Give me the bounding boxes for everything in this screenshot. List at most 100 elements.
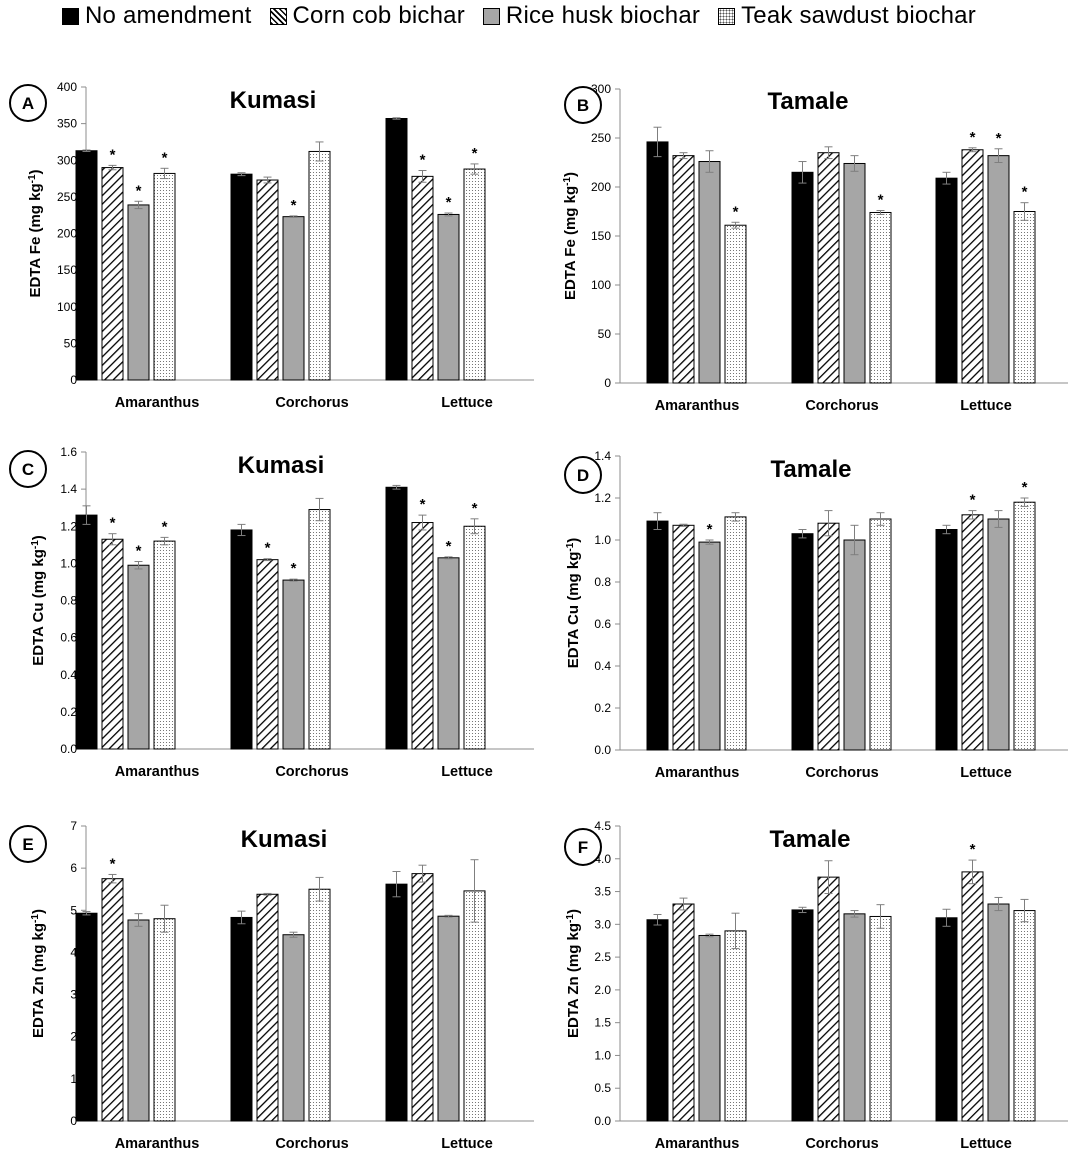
significance-mark: * — [420, 496, 426, 513]
y-axis-label: EDTA Cu (mg kg-1) — [565, 538, 583, 669]
significance-mark: * — [1022, 479, 1028, 496]
bar — [935, 529, 958, 751]
y-tick-label: 3.5 — [594, 885, 611, 899]
bar — [961, 149, 984, 384]
panel-letter-circle — [564, 828, 602, 866]
y-tick-label: 2.5 — [594, 950, 611, 964]
bar — [817, 522, 840, 751]
panel-letter-circle — [9, 84, 47, 122]
y-tick-label: 50 — [64, 336, 78, 350]
y-tick-label: 0.8 — [60, 594, 77, 608]
y-tick-label: 50 — [598, 327, 612, 341]
bar — [282, 579, 305, 750]
significance-mark: * — [420, 152, 426, 169]
bar — [230, 173, 253, 381]
y-tick-label: 0.4 — [60, 668, 77, 682]
x-category-label: Amaranthus — [115, 764, 200, 780]
bar — [127, 564, 150, 750]
bar — [672, 903, 695, 1122]
y-tick-label: 350 — [57, 117, 77, 131]
bar — [987, 903, 1010, 1122]
bar — [869, 518, 892, 751]
y-tick-label: 150 — [57, 263, 77, 277]
y-tick-label: 300 — [57, 153, 77, 167]
y-tick-label: 3.0 — [594, 917, 611, 931]
y-tick-label: 7 — [70, 819, 77, 833]
y-tick-label: 0.6 — [594, 617, 611, 631]
legend-swatch-hatch — [269, 7, 287, 25]
y-axis-label: EDTA Fe (mg kg-1) — [562, 172, 580, 300]
bar — [724, 930, 747, 1122]
bar — [961, 871, 984, 1122]
y-tick-label: 1.4 — [594, 449, 611, 463]
significance-mark: * — [162, 149, 168, 166]
y-axis-label-text: ) — [30, 535, 47, 540]
y-tick-label: 1.0 — [594, 1048, 611, 1062]
panel-letter: B — [577, 96, 589, 115]
y-axis-label-text: ) — [565, 909, 582, 914]
y-tick-label: 1.0 — [60, 556, 77, 570]
bar — [672, 155, 695, 384]
x-category-label: Amaranthus — [655, 765, 740, 781]
bar — [101, 167, 124, 381]
panel-letter-circle — [564, 86, 602, 124]
x-category-label: Amaranthus — [655, 398, 740, 414]
y-tick-label: 0.2 — [594, 701, 611, 715]
y-tick-label: 150 — [591, 229, 611, 243]
x-category-label: Amaranthus — [115, 395, 200, 411]
bar — [791, 171, 814, 384]
significance-mark: * — [996, 130, 1002, 147]
y-axis-label: EDTA Zn (mg kg-1) — [565, 909, 583, 1038]
y-axis-label-superscript: -1 — [565, 914, 576, 923]
y-tick-label: 1.6 — [60, 445, 77, 459]
bar — [437, 213, 460, 381]
y-tick-label: 0.8 — [594, 575, 611, 589]
bar — [75, 514, 98, 750]
chart-title: Kumasi — [241, 826, 328, 853]
x-category-label: Corchorus — [805, 398, 878, 414]
y-axis-label-text: EDTA Cu (mg kg — [565, 552, 582, 669]
y-tick-label: 6 — [70, 861, 77, 875]
significance-mark: * — [136, 543, 142, 560]
legend-label: Corn cob bichar — [292, 2, 465, 29]
significance-mark: * — [970, 841, 976, 858]
significance-mark: * — [291, 560, 297, 577]
significance-mark: * — [970, 129, 976, 146]
x-category-label: Corchorus — [275, 764, 348, 780]
bar — [437, 915, 460, 1122]
bar — [411, 522, 434, 750]
chart-panel-c: 0.0 0.2 0.4 0.6 0.8 1.0 1.2 1.4 1.6 Amaranthus Cor… — [9, 445, 534, 780]
bar — [385, 117, 408, 381]
legend-item-teak-sawdust: Teak sawdust biochar — [718, 2, 976, 30]
bar — [256, 179, 279, 381]
x-category-label: Amaranthus — [655, 1136, 740, 1152]
bar — [385, 883, 408, 1122]
y-axis-label-text: EDTA Fe (mg kg — [27, 183, 44, 297]
y-tick-label: 1 — [70, 1072, 77, 1086]
significance-mark: * — [1022, 184, 1028, 201]
significance-mark: * — [878, 192, 884, 209]
x-category-label: Lettuce — [960, 398, 1012, 414]
y-tick-label: 0.0 — [594, 743, 611, 757]
x-category-label: Lettuce — [960, 1136, 1012, 1152]
legend-item-corn-cob: Corn cob bichar — [269, 2, 465, 30]
bar — [987, 155, 1010, 384]
bar — [411, 873, 434, 1122]
bar — [843, 913, 866, 1122]
bar — [791, 909, 814, 1122]
y-axis-label-superscript: -1 — [30, 540, 41, 549]
bar — [724, 516, 747, 751]
y-axis-label-superscript: -1 — [562, 177, 573, 186]
y-tick-label: 0.6 — [60, 631, 77, 645]
legend-item-rice-husk: Rice husk biochar — [482, 2, 700, 30]
bar — [230, 916, 253, 1122]
panel-letter-circle — [564, 456, 602, 494]
y-axis-label-superscript: -1 — [565, 542, 576, 551]
bar — [961, 514, 984, 751]
legend-label: No amendment — [85, 2, 252, 29]
legend-swatch-dots — [718, 7, 736, 25]
y-axis-label: EDTA Zn (mg kg-1) — [30, 909, 48, 1038]
legend: No amendment Corn cob bichar Rice husk b… — [62, 2, 1062, 30]
y-tick-label: 4 — [70, 945, 77, 959]
y-axis-label-superscript: -1 — [27, 174, 38, 183]
